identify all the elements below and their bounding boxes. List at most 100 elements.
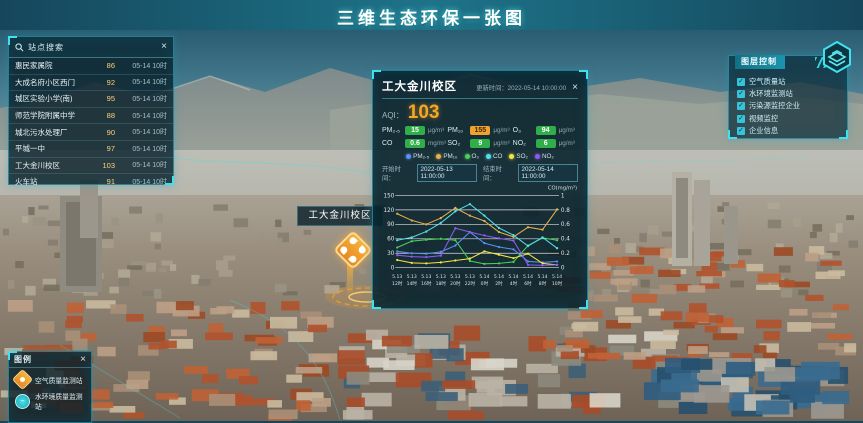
- end-time-input[interactable]: 2022-05-14 11:00:00: [517, 164, 578, 182]
- pollutant-label: O₃: [512, 127, 521, 134]
- pollutant-value-badge: 0.6: [405, 139, 425, 148]
- svg-text:0.2: 0.2: [561, 251, 570, 257]
- station-list-panel: 站点搜索 × 惠民家属院 86 05-14 10时 大成名府小区西门 92 05-14 1…: [8, 36, 174, 186]
- svg-text:5.13: 5.13: [421, 274, 431, 280]
- station-row[interactable]: 惠民家属院 86 05-14 10时: [9, 58, 173, 75]
- checkbox-icon[interactable]: ✓: [737, 78, 745, 87]
- svg-text:5.13: 5.13: [392, 274, 402, 280]
- svg-text:8时: 8时: [539, 280, 547, 287]
- station-name: 平城一中: [15, 144, 45, 154]
- series-name: CO: [492, 153, 503, 160]
- checkbox-icon[interactable]: ✓: [737, 126, 745, 135]
- checkbox-icon[interactable]: ✓: [737, 90, 745, 99]
- close-icon[interactable]: ×: [80, 353, 86, 365]
- svg-text:5.13: 5.13: [465, 274, 475, 280]
- pollutant-cell: PM₂.₅ 15 μg/m³: [382, 126, 447, 135]
- popup-title: 工大金川校区: [382, 81, 457, 93]
- layer-rows: ✓ 空气质量站 ✓ 水环境监测站 ✓ 污染源监控企业 ✓ 视频监控 ✓ 企业信息: [737, 76, 843, 137]
- station-row[interactable]: 大成名府小区西门 92 05-14 10时: [9, 75, 173, 92]
- svg-text:1: 1: [561, 193, 565, 199]
- pollutant-label: PM₂.₅: [382, 127, 400, 134]
- legend-item: ~ 水环境质量监测站: [9, 387, 91, 411]
- svg-text:CO(mg/m³): CO(mg/m³): [548, 186, 577, 192]
- station-row[interactable]: 平城一中 97 05-14 10时: [9, 141, 173, 158]
- city-towers: [60, 172, 738, 292]
- station-time: 05-14 10时: [132, 178, 167, 186]
- station-row[interactable]: 城北污水处理厂 90 05-14 10时: [9, 124, 173, 141]
- pollutant-unit: μg/m³: [493, 140, 510, 147]
- pollutant-value-badge: 155: [470, 126, 491, 135]
- station-name: 火车站: [15, 177, 38, 187]
- series-legend-item[interactable]: PM₂.₅: [406, 153, 429, 160]
- legend-item-label: 空气质量监测站: [35, 377, 83, 385]
- station-aqi: 95: [106, 94, 115, 104]
- page-title: 三维生态环保一张图: [337, 9, 526, 28]
- layers-toggle-icon[interactable]: [820, 40, 854, 74]
- svg-text:120: 120: [384, 208, 395, 214]
- station-row[interactable]: 师范学院附属中学 88 05-14 10时: [9, 108, 173, 125]
- layer-item[interactable]: ✓ 企业信息: [737, 125, 843, 137]
- svg-text:0: 0: [391, 266, 395, 272]
- pollutant-cell: NO₂ 6 μg/m³: [513, 139, 578, 148]
- svg-text:12时: 12时: [392, 280, 403, 287]
- time-range-row: 开始时间： 2022-05-13 11:00:00 结束时间： 2022-05-…: [382, 164, 578, 182]
- series-color-dot: [534, 154, 540, 159]
- svg-text:16时: 16时: [421, 280, 432, 287]
- pollutant-value-badge: 6: [535, 139, 556, 148]
- station-row[interactable]: 工大金川校区 103 05-14 10时: [9, 158, 173, 175]
- svg-text:18时: 18时: [436, 280, 447, 287]
- pollutant-cell: SO₂ 9 μg/m³: [447, 139, 512, 148]
- legend-items: 空气质量监测站 ~ 水环境质量监测站: [9, 368, 91, 411]
- pollutant-value-badge: 94: [535, 126, 556, 135]
- layer-item-label: 水环境监测站: [749, 89, 793, 99]
- layer-panel-title: 图层控制: [735, 55, 785, 69]
- station-aqi: 97: [106, 144, 115, 154]
- series-name: SO₂: [516, 153, 528, 160]
- pollutant-value-badge: 9: [470, 139, 491, 148]
- legend-item-label: 水环境质量监测站: [35, 394, 83, 411]
- series-legend-item[interactable]: CO: [485, 153, 503, 160]
- svg-text:5.13: 5.13: [436, 274, 446, 280]
- aqi-value: 103: [407, 102, 440, 123]
- station-time: 05-14 10时: [132, 95, 167, 103]
- station-name: 城北污水处理厂: [15, 127, 68, 137]
- pollutant-grid: PM₂.₅ 15 μg/m³ PM₁₀ 155 μg/m³ O₃ 94 μg/m³ CO 0.6 mg…: [382, 126, 578, 148]
- series-color-dot: [485, 154, 491, 159]
- series-color-dot: [509, 154, 515, 159]
- station-row[interactable]: 城区实验小学(南) 95 05-14 10时: [9, 91, 173, 108]
- pollutant-cell: O₃ 94 μg/m³: [513, 126, 578, 135]
- series-legend-item[interactable]: O₃: [464, 153, 479, 160]
- station-name: 工大金川校区: [15, 160, 60, 170]
- pollutant-unit: μg/m³: [558, 140, 575, 147]
- layer-item[interactable]: ✓ 污染源监控企业: [737, 100, 843, 112]
- station-name: 大成名府小区西门: [15, 77, 75, 87]
- svg-text:0: 0: [561, 266, 565, 272]
- station-time: 05-14 10时: [132, 62, 167, 70]
- checkbox-icon[interactable]: ✓: [737, 114, 745, 123]
- close-icon[interactable]: ×: [161, 41, 167, 52]
- start-time-input[interactable]: 2022-05-13 11:00:00: [416, 164, 477, 182]
- station-aqi: 86: [106, 61, 115, 71]
- station-aqi: 90: [106, 127, 115, 137]
- map-marker-label[interactable]: 工大金川校区: [297, 206, 383, 226]
- map-legend-panel: 图例 × 空气质量监测站 ~ 水环境质量监测站: [8, 351, 92, 423]
- svg-text:0.8: 0.8: [561, 208, 570, 214]
- station-row[interactable]: 火车站 91 05-14 10时: [9, 174, 173, 190]
- layer-item[interactable]: ✓ 视频监控: [737, 113, 843, 125]
- legend-item: 空气质量监测站: [9, 368, 91, 391]
- series-legend-item[interactable]: SO₂: [509, 153, 528, 160]
- layer-item[interactable]: ✓ 水环境监测站: [737, 88, 843, 100]
- pollutant-cell: PM₁₀ 155 μg/m³: [447, 126, 512, 135]
- layer-item-label: 空气质量站: [749, 77, 786, 87]
- layer-item[interactable]: ✓ 空气质量站: [737, 76, 843, 88]
- checkbox-icon[interactable]: ✓: [737, 102, 745, 111]
- svg-text:2时: 2时: [495, 280, 503, 287]
- search-icon[interactable]: [15, 42, 24, 52]
- close-icon[interactable]: ×: [572, 82, 578, 93]
- svg-text:5.13: 5.13: [450, 274, 460, 280]
- series-legend-item[interactable]: PM₁₀: [436, 153, 458, 160]
- station-name: 惠民家属院: [15, 61, 53, 71]
- series-legend-item[interactable]: NO₂: [534, 153, 554, 160]
- station-search-title[interactable]: 站点搜索: [28, 42, 64, 52]
- series-color-dot: [406, 154, 412, 159]
